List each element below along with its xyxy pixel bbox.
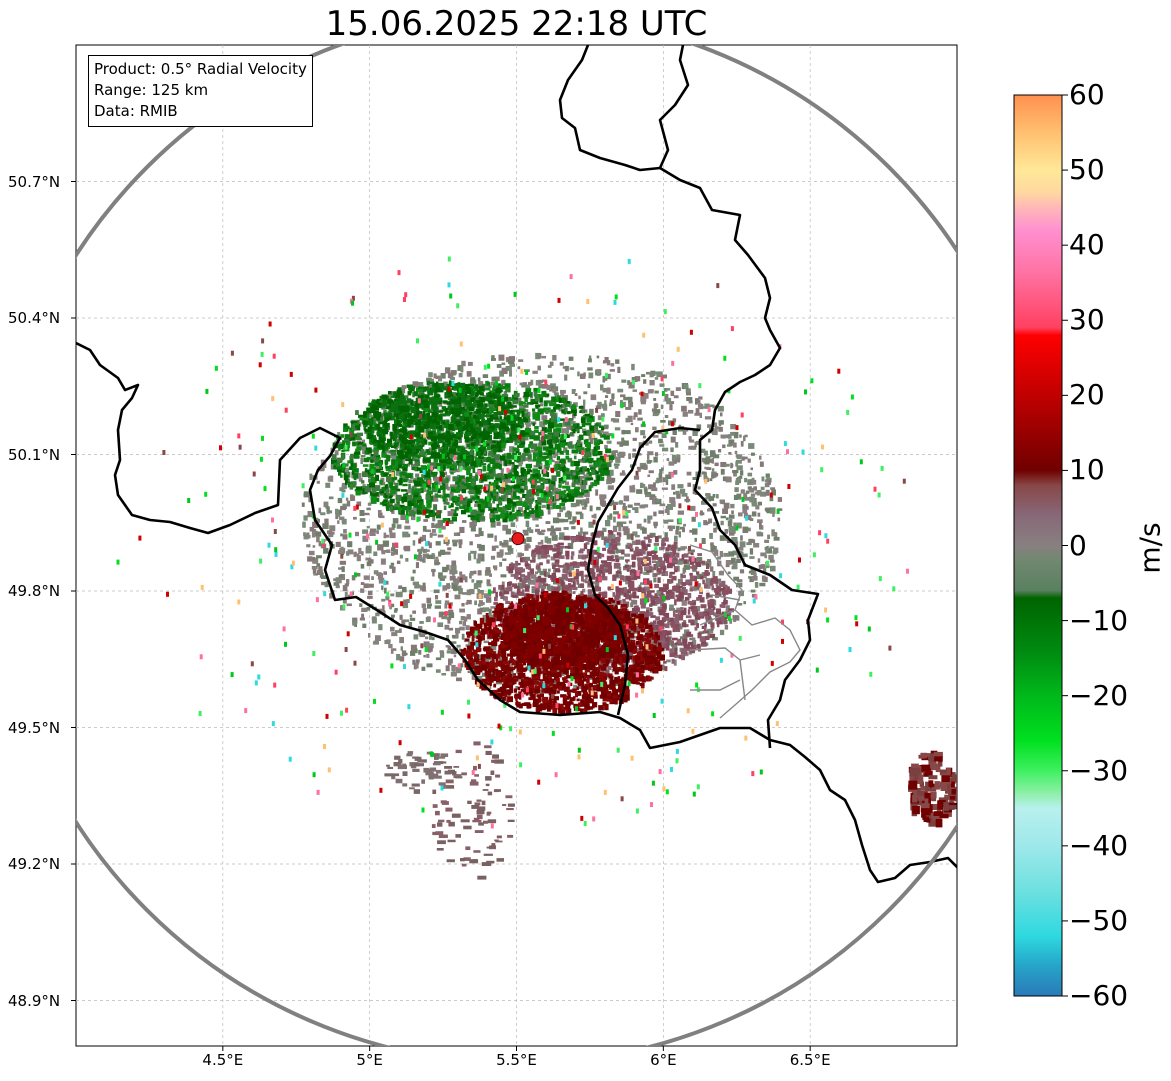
x-tick-label: 5°E — [356, 1051, 383, 1069]
range-label: Range: 125 km — [94, 81, 209, 99]
admin-borders — [689, 544, 801, 719]
colorbar-tick-label: 0 — [1069, 528, 1087, 562]
colorbar-unit: m/s — [1133, 522, 1167, 574]
product-info-box: Product: 0.5° Radial Velocity Range: 125… — [88, 55, 313, 127]
colorbar-tick-label: 10 — [1069, 453, 1105, 487]
colorbar-tick-label: 60 — [1069, 78, 1105, 111]
colorbar-tick-label: −10 — [1069, 603, 1129, 637]
y-tick-label: 48.9°N — [8, 991, 61, 1010]
velocity-echoes — [301, 352, 957, 880]
x-tick-label: 6°E — [650, 1051, 677, 1069]
colorbar-ticks — [1062, 94, 1068, 997]
x-tick-label: 5.5°E — [496, 1051, 537, 1069]
y-tick-label: 50.7°N — [8, 172, 61, 191]
gridlines — [76, 45, 957, 1046]
colorbar-tick-label: −30 — [1069, 753, 1129, 787]
velocity-speckles — [116, 256, 909, 829]
colorbar — [1013, 94, 1063, 997]
colorbar-tick-label: 50 — [1069, 153, 1105, 187]
colorbar-tick-label: −20 — [1069, 678, 1129, 712]
product-label: Product: 0.5° Radial Velocity — [94, 60, 307, 78]
national-borders — [76, 45, 957, 884]
y-tick-label: 49.2°N — [8, 855, 61, 873]
data-source-label: Data: RMIB — [94, 102, 178, 120]
y-tick-label: 50.1°N — [8, 445, 61, 464]
map-title: 15.06.2025 22:18 UTC — [325, 4, 708, 44]
y-tick-label: 49.8°N — [8, 582, 61, 600]
x-tick-label: 4.5°E — [202, 1051, 244, 1069]
y-tick-label: 50.4°N — [8, 309, 61, 327]
y-tick-label: 49.5°N — [8, 718, 61, 737]
axis-ticks — [71, 181, 811, 1051]
colorbar-tick-label: −50 — [1069, 903, 1129, 937]
colorbar-tick-label: −60 — [1069, 979, 1129, 1012]
x-tick-label: 6.5°E — [789, 1051, 831, 1069]
radar-site-marker — [511, 532, 525, 546]
colorbar-tick-label: 40 — [1069, 228, 1105, 262]
colorbar-tick-label: −40 — [1069, 828, 1129, 862]
colorbar-tick-label: 20 — [1069, 378, 1105, 412]
colorbar-tick-label: 30 — [1069, 303, 1105, 337]
